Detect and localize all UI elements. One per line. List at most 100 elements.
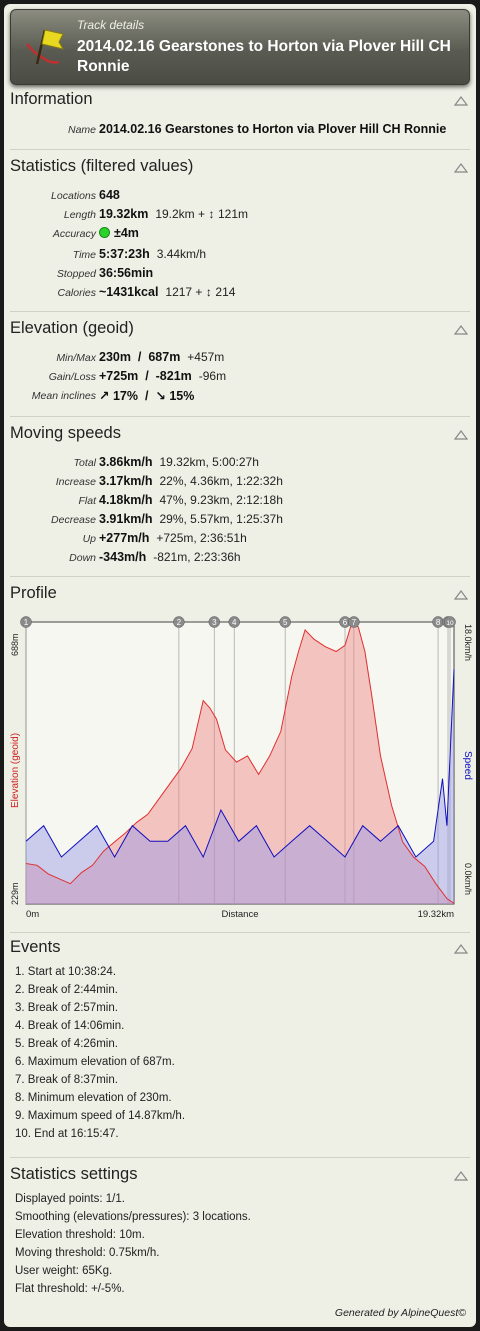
moving-label: Flat [78,495,96,507]
setting-item: Smoothing (elevations/pressures): 3 loca… [15,1211,251,1223]
updown-arrow-icon: ↕ [208,207,215,221]
incline-up-value: 17% [112,389,138,403]
collapse-elevation-icon[interactable] [454,325,468,335]
x-right-label: 19.32km [418,909,455,920]
event-marker-badge[interactable]: 3 [208,616,221,628]
event-marker-badge[interactable]: 5 [279,616,291,628]
moving-extra: 47%, 9.23km, 2:12:18h [159,493,283,507]
length-extra2: 121m [217,207,249,221]
minmax-extra: +457m [187,350,225,364]
calories-extra2: 214 [215,285,236,299]
event-marker-number: 6 [343,618,348,627]
moving-label: Up [82,533,96,545]
event-marker-number: 10 [446,620,454,627]
collapse-statistics-icon[interactable] [454,163,468,173]
stopped-row: Stopped 36:56min [4,265,476,284]
length-row: Length 19.32km 19.2km + ↕ 121m [4,206,476,225]
divider [10,932,470,933]
calories-label: Calories [57,287,96,299]
event-item: 9. Maximum speed of 14.87km/h. [15,1110,186,1122]
speed-line [25,668,455,859]
moving-value: 3.86km/h [99,455,153,469]
event-marker-number: 8 [436,618,441,627]
moving-row: Decrease 3.91km/h 29%, 5.57km, 1:25:37h [4,511,476,530]
event-item: 7. Break of 8:37min. [15,1074,118,1086]
incline-down-icon: ↘ [155,389,166,403]
setting-item: Elevation threshold: 10m. [15,1229,145,1241]
event-marker-circle [208,616,221,628]
collapse-moving-speeds-icon[interactable] [454,430,468,440]
length-label: Length [63,209,96,221]
moving-value-group: 3.91km/h 29%, 5.57km, 1:25:37h [99,512,283,526]
moving-speeds-heading: Moving speeds [10,424,121,442]
moving-value-group: +277m/h +725m, 2:36:51h [99,531,247,545]
setting-item: Flat threshold: +/-5%. [15,1283,125,1295]
event-marker-badge[interactable]: 8 [432,616,444,628]
moving-label: Decrease [51,514,96,526]
updown-arrow-icon: ↕ [205,285,212,299]
minmax-value-group: 230m / 687m +457m [99,350,224,364]
event-item: 4. Break of 14:06min. [15,1020,125,1032]
event-marker-badge[interactable]: 4 [228,616,240,628]
y-top-label: 688m [10,633,20,656]
event-marker-number: 3 [212,618,217,627]
footer-credit: Generated by AlpineQuest© [334,1307,466,1319]
elevation-area [26,623,454,904]
event-item: 2. Break of 2:44min. [15,984,118,996]
event-marker-number: 1 [24,618,29,627]
gainloss-row: Gain/Loss +725m / -821m -96m [4,368,476,387]
divider [10,1157,470,1158]
inclines-label: Mean inclines [31,390,96,402]
event-item: 10. End at 16:15:47. [15,1128,119,1140]
moving-value: 3.17km/h [99,474,153,488]
event-marker-number: 2 [177,618,182,627]
name-label: Name [67,124,96,136]
y-bottom-label: 229m [10,882,20,905]
inclines-value-group: ↗ 17% / ↘ 15% [99,388,194,403]
locations-label: Locations [51,190,96,202]
length-extra: 19.2km + [155,207,206,221]
moving-extra: +725m, 2:36:51h [156,531,247,545]
accuracy-label: Accuracy [52,228,96,240]
calories-extra: 1217 + [165,285,203,299]
info-name-row: Name 2014.02.16 Gearstones to Horton via… [4,121,476,140]
moving-value-group: -343m/h -821m, 2:23:36h [99,550,241,564]
collapse-profile-icon[interactable] [454,590,468,600]
moving-value-group: 4.18km/h 47%, 9.23km, 2:12:18h [99,493,283,507]
event-marker-badge[interactable]: 2 [173,616,185,628]
calories-value: ~1431kcal [99,285,159,299]
moving-label: Down [69,552,96,564]
time-label: Time [72,249,96,261]
event-marker-badge[interactable]: 1 [20,616,32,628]
y-left-title: Elevation (geoid) [10,733,21,808]
time-value-group: 5:37:23h 3.44km/h [99,247,206,261]
stopped-value: 36:56min [99,266,154,280]
locations-row: Locations 648 [4,187,476,206]
settings-heading: Statistics settings [10,1165,138,1183]
divider [10,149,470,150]
event-marker-badge[interactable]: 10 [444,616,456,628]
divider [10,311,470,312]
moving-extra: 29%, 5.57km, 1:25:37h [159,512,283,526]
gainloss-value: +725m / -821m [99,369,192,383]
track-flag-icon [26,29,65,65]
event-marker-number: 4 [232,618,237,627]
profile-chart[interactable]: 12345678910 688m 229m Elevation (geoid) … [4,610,476,922]
setting-item: Displayed points: 1/1. [15,1193,125,1205]
minmax-label: Min/Max [56,352,96,364]
minmax-value: 230m / 687m [99,350,181,364]
gainloss-value-group: +725m / -821m -96m [99,369,226,383]
moving-extra: 19.32km, 5:00:27h [159,455,259,469]
elevation-heading: Elevation (geoid) [10,319,134,337]
moving-row: Increase 3.17km/h 22%, 4.36km, 1:22:32h [4,473,476,492]
collapse-information-icon[interactable] [454,96,468,106]
event-marker-badge[interactable]: 7 [348,616,360,628]
event-marker-circle [228,616,240,628]
elevation-line [25,622,455,904]
moving-value: 4.18km/h [99,493,153,507]
collapse-events-icon[interactable] [454,944,468,954]
calories-row: Calories ~1431kcal 1217 + ↕ 214 [4,284,476,303]
moving-label: Increase [55,476,96,488]
collapse-settings-icon[interactable] [454,1171,468,1181]
information-heading: Information [10,90,93,108]
